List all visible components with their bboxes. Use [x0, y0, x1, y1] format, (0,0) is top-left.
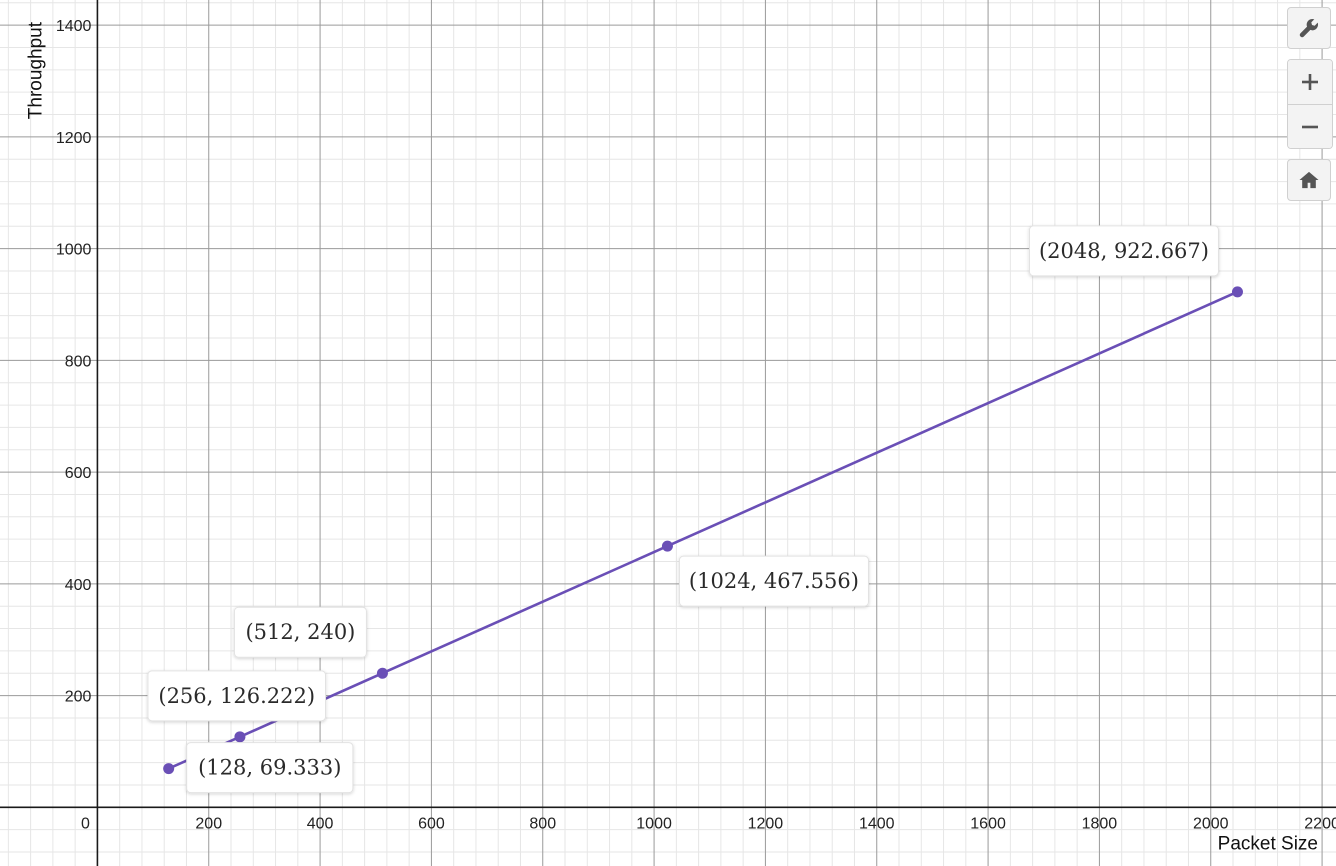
x-tick-label: 800 [529, 815, 556, 832]
point-label: (1024, 467.556) [678, 555, 869, 607]
wrench-icon [1298, 17, 1320, 39]
y-tick-label: 1200 [56, 130, 92, 147]
plus-icon [1300, 72, 1320, 92]
point-label-box [186, 742, 354, 794]
point-label-text: (2048, 922.667) [1039, 239, 1209, 263]
zoom-out-button[interactable] [1288, 104, 1332, 148]
point-label-text: (512, 240) [245, 620, 355, 644]
x-tick-label: 2000 [1193, 815, 1229, 832]
tick-labels: 0 200 400 600 800 1000 1200 1400 1600 1800 2000 220… [56, 18, 1336, 832]
y-tick-label: 600 [65, 465, 92, 482]
point-label-box [233, 606, 367, 658]
data-point[interactable] [661, 540, 673, 552]
y-axis-title: Throughput [25, 21, 46, 119]
y-tick-label: 1000 [56, 242, 92, 259]
x-tick-label: 1800 [1082, 815, 1118, 832]
y-tick-label: 200 [65, 689, 92, 706]
x-tick-label: 1000 [636, 815, 672, 832]
x-tick-label: 2200 [1304, 815, 1336, 832]
point-label-text: (128, 69.333) [198, 756, 341, 780]
x-tick-label: 1600 [970, 815, 1006, 832]
point-label-box [678, 555, 869, 607]
x-tick-label: 200 [195, 815, 222, 832]
home-button[interactable] [1287, 159, 1331, 201]
point-labels: (128, 69.333) (256, 126.222) (512, 240) (10… [147, 225, 1219, 794]
x-tick-label: 0 [81, 815, 90, 832]
point-label-text: (256, 126.222) [158, 684, 315, 708]
data-point[interactable] [163, 763, 175, 775]
point-label-box [1028, 225, 1219, 277]
point-label-text: (1024, 467.556) [689, 569, 859, 593]
x-tick-label: 600 [418, 815, 445, 832]
point-label: (256, 126.222) [147, 670, 327, 722]
point-label: (128, 69.333) [186, 742, 354, 794]
zoom-in-button[interactable] [1288, 60, 1332, 104]
x-tick-label: 400 [307, 815, 334, 832]
home-icon [1298, 170, 1320, 190]
point-label-box [147, 670, 327, 722]
data-point[interactable] [234, 731, 246, 743]
minus-icon [1300, 117, 1320, 137]
y-tick-label: 800 [65, 353, 92, 370]
data-point[interactable] [376, 667, 388, 679]
point-label: (512, 240) [233, 606, 367, 658]
y-tick-label: 1400 [56, 18, 92, 35]
x-tick-label: 1400 [859, 815, 895, 832]
x-tick-label: 1200 [748, 815, 784, 832]
settings-button[interactable] [1287, 7, 1331, 49]
graph-controls [1287, 7, 1333, 201]
y-tick-label: 400 [65, 577, 92, 594]
zoom-controls [1287, 59, 1333, 149]
data-point[interactable] [1231, 286, 1243, 298]
x-axis-title: Packet Size [1218, 833, 1318, 854]
point-label: (2048, 922.667) [1028, 225, 1219, 277]
